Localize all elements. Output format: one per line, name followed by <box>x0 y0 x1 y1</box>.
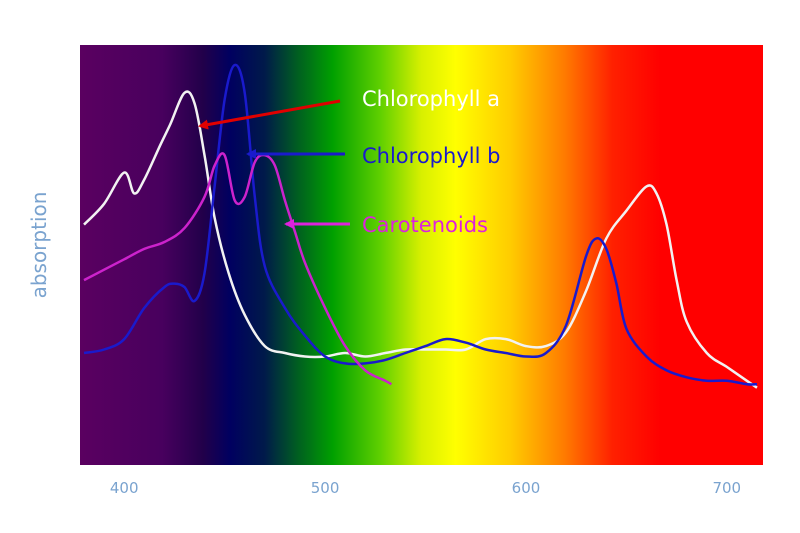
chlorophyll-a-arrow <box>198 99 341 130</box>
x-tick-label: 600 <box>512 479 541 497</box>
series-line-chlorophyll-a <box>83 90 758 389</box>
series-line-carotenoids <box>83 152 392 386</box>
x-tick-label: 700 <box>712 479 741 497</box>
x-axis-ticks: 400 500 600 700 <box>110 479 741 497</box>
series-line-chlorophyll-b <box>83 63 758 386</box>
series-layer <box>83 63 758 389</box>
x-tick-label: 400 <box>110 479 139 497</box>
carotenoids-label: Carotenoids <box>362 213 488 237</box>
chlorophyll-b-label: Chlorophyll b <box>362 144 500 168</box>
spectrum-background <box>80 45 763 465</box>
x-tick-label: 500 <box>311 479 340 497</box>
chlorophyll-a-label: Chlorophyll a <box>362 87 500 111</box>
y-axis-title: absorption <box>27 192 51 299</box>
